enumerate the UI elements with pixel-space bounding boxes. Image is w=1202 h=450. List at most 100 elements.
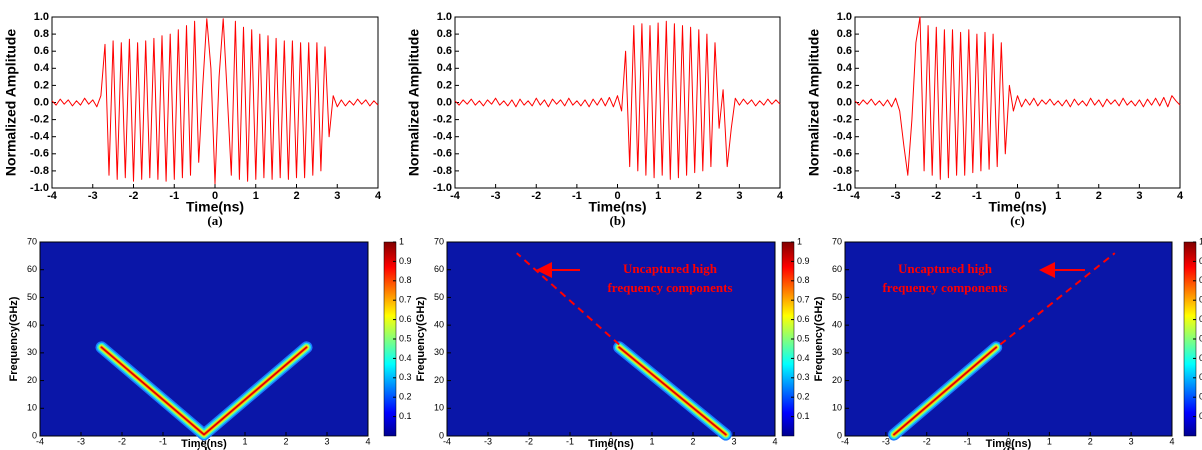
axes: -4 -3 -2 -1 0 1 2 3 4 1.0 0.8 0.6 0.4 0.2 0.0 -0.2 -0.4 -… <box>406 11 784 228</box>
x-tick-label: -4 <box>443 436 451 446</box>
x-tick-label: 0 <box>1006 436 1011 446</box>
plot-frame <box>854 16 1181 189</box>
x-axis-label: Time(ns) <box>986 438 1032 450</box>
x-tick-label: -1 <box>964 436 972 446</box>
x-tick-label: 2 <box>1096 190 1102 202</box>
x-tick-label: 3 <box>731 436 736 446</box>
y-tick-label: -0.2 <box>433 114 452 126</box>
y-tick-label: 0 <box>837 430 842 440</box>
y-tick-label: 0.0 <box>437 96 452 108</box>
y-tick-label: 20 <box>832 375 842 385</box>
x-tick-label: 1 <box>1047 436 1052 446</box>
x-tick-label: -2 <box>129 190 139 202</box>
x-axis-label: Time(ns) <box>588 199 646 215</box>
x-tick-label: -1 <box>169 190 179 202</box>
y-tick-label: 60 <box>434 264 444 274</box>
colorbar-tick-label: 1 <box>797 236 802 246</box>
colorbar-tick-label: 0.8 <box>399 275 412 285</box>
y-tick-label: -0.8 <box>833 165 852 177</box>
colorbar-tick-label: 1 <box>1199 236 1202 246</box>
x-axis-label: Time(ns) <box>988 199 1046 215</box>
x-tick-label: 1 <box>649 436 654 446</box>
x-tick-label: -4 <box>36 436 44 446</box>
x-tick-label: -4 <box>841 436 849 446</box>
plot-frame <box>51 16 379 189</box>
axes: -4 -3 -2 -1 0 1 2 3 4010203040506070Time(ns)Freq… <box>8 236 371 450</box>
y-tick-label: 1.0 <box>837 11 852 23</box>
extrapolation-line <box>999 252 1116 346</box>
colorbar-tick-label: 0.2 <box>399 392 412 402</box>
plot-frame <box>844 241 1173 437</box>
panel-caption: (f) <box>1002 444 1015 450</box>
panel-caption: (d) <box>196 444 212 450</box>
y-tick-label: 0 <box>32 430 37 440</box>
y-axis-label: Frequency(GHz) <box>813 296 825 381</box>
colorbar-tick-label: 0.9 <box>797 256 810 266</box>
axes: -4 -3 -2 -1 0 1 2 3 4010203040506070Time(ns)Freq… <box>415 236 778 450</box>
colorbar-tick-label: 0.5 <box>1199 333 1202 343</box>
colorbar-tick-label: 0.1 <box>797 411 810 421</box>
x-tick-label: 0 <box>608 436 613 446</box>
x-axis-label: Time(ns) <box>186 199 244 215</box>
panel-caption: (e) <box>604 444 618 450</box>
colorbar-tick-label: 0.7 <box>1199 295 1202 305</box>
colorbar-tick-label: 0.2 <box>797 392 810 402</box>
x-tick-label: -3 <box>491 190 501 202</box>
y-tick-label: 0.8 <box>837 28 852 40</box>
y-tick-label: 50 <box>434 292 444 302</box>
x-tick-label: 4 <box>375 190 382 202</box>
y-tick-label: 10 <box>434 403 444 413</box>
x-tick-label: 1 <box>655 190 661 202</box>
y-tick-label: -0.4 <box>433 131 453 143</box>
x-tick-label: -3 <box>882 436 890 446</box>
annotation: Uncaptured high <box>898 261 993 276</box>
x-axis-label: Time(ns) <box>588 438 634 450</box>
y-tick-label: 30 <box>832 347 842 357</box>
x-tick-label: 4 <box>1177 190 1184 202</box>
x-tick-label: 0 <box>212 190 218 202</box>
spectrogram-background <box>447 242 775 436</box>
y-tick-label: -0.2 <box>30 114 49 126</box>
spectrogram-background <box>40 242 368 436</box>
y-tick-label: 0.6 <box>34 45 49 57</box>
x-tick-label: -2 <box>531 190 541 202</box>
y-tick-label: 1.0 <box>437 11 452 23</box>
y-tick-label: 0.0 <box>34 96 49 108</box>
x-tick-label: 4 <box>365 436 370 446</box>
annotation: frequency components <box>882 280 1007 295</box>
x-tick-label: 4 <box>777 190 784 202</box>
y-tick-label: 70 <box>832 236 842 246</box>
x-tick-label: 3 <box>1129 436 1134 446</box>
colorbar-tick-label: 0.3 <box>399 372 412 382</box>
y-tick-label: 0.2 <box>34 79 49 91</box>
annotation: frequency components <box>607 280 732 295</box>
x-tick-label: 0 <box>614 190 620 202</box>
y-tick-label: 40 <box>27 320 37 330</box>
y-tick-label: 0.8 <box>437 28 452 40</box>
y-tick-label: 70 <box>434 236 444 246</box>
y-tick-label: -0.4 <box>833 131 853 143</box>
y-axis-label: Normalized Amplitude <box>406 29 422 176</box>
x-tick-label: -4 <box>850 190 861 202</box>
colorbar-tick-label: 0.9 <box>399 256 412 266</box>
colorbar-tick-label: 0.1 <box>1199 411 1202 421</box>
x-tick-label: 0 <box>201 436 206 446</box>
y-tick-label: -0.6 <box>433 148 452 160</box>
x-tick-label: -1 <box>566 436 574 446</box>
x-tick-label: 2 <box>690 436 695 446</box>
axes: -4 -3 -2 -1 0 1 2 3 4 1.0 0.8 0.6 0.4 0.2 0.0 -0.2 -0.4 -… <box>806 11 1184 228</box>
y-tick-label: 60 <box>27 264 37 274</box>
y-tick-label: 70 <box>27 236 37 246</box>
y-tick-label: -0.6 <box>30 148 49 160</box>
colorbar-tick-label: 0.7 <box>797 295 810 305</box>
colorbar-tick-label: 0.3 <box>797 372 810 382</box>
y-tick-label: 60 <box>832 264 842 274</box>
y-tick-label: 50 <box>832 292 842 302</box>
y-tick-label: 10 <box>27 403 37 413</box>
x-tick-label: -4 <box>450 190 461 202</box>
y-tick-label: -1.0 <box>30 182 49 194</box>
panel-caption: (c) <box>1010 213 1024 228</box>
extrapolation-line <box>516 252 620 346</box>
x-tick-label: 3 <box>736 190 742 202</box>
